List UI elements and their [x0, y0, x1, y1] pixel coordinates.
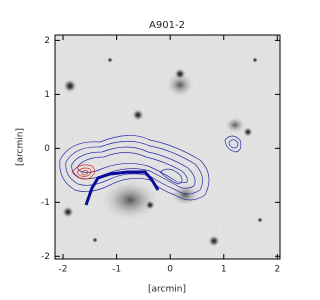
mass-boundary — [84, 170, 160, 206]
y-tick-label: 1 — [44, 90, 50, 100]
x-tick-label: -1 — [112, 265, 121, 275]
x-tick-label: 0 — [167, 265, 173, 275]
plot-frame — [54, 34, 281, 260]
x-tick-label: 2 — [274, 265, 280, 275]
x-tick-label: 1 — [221, 265, 227, 275]
y-tick-label: -1 — [41, 198, 50, 208]
chart: A901-2 [arcmin] [arcmin] -2 -1 0 1 2 -2 -1 0 1 2 — [16, 20, 281, 295]
y-tick-label: -2 — [41, 252, 50, 262]
y-axis-label: [arcmin] — [16, 128, 26, 166]
x-tick-label: -2 — [59, 265, 68, 275]
sky-image — [55, 35, 280, 259]
x-axis-label: [arcmin] — [148, 285, 186, 295]
blue-contours — [59, 135, 242, 201]
chart-title: A901-2 — [149, 20, 185, 31]
y-tick-label: 0 — [44, 144, 50, 154]
y-tick-label: 2 — [44, 36, 50, 46]
red-contours — [71, 164, 95, 180]
